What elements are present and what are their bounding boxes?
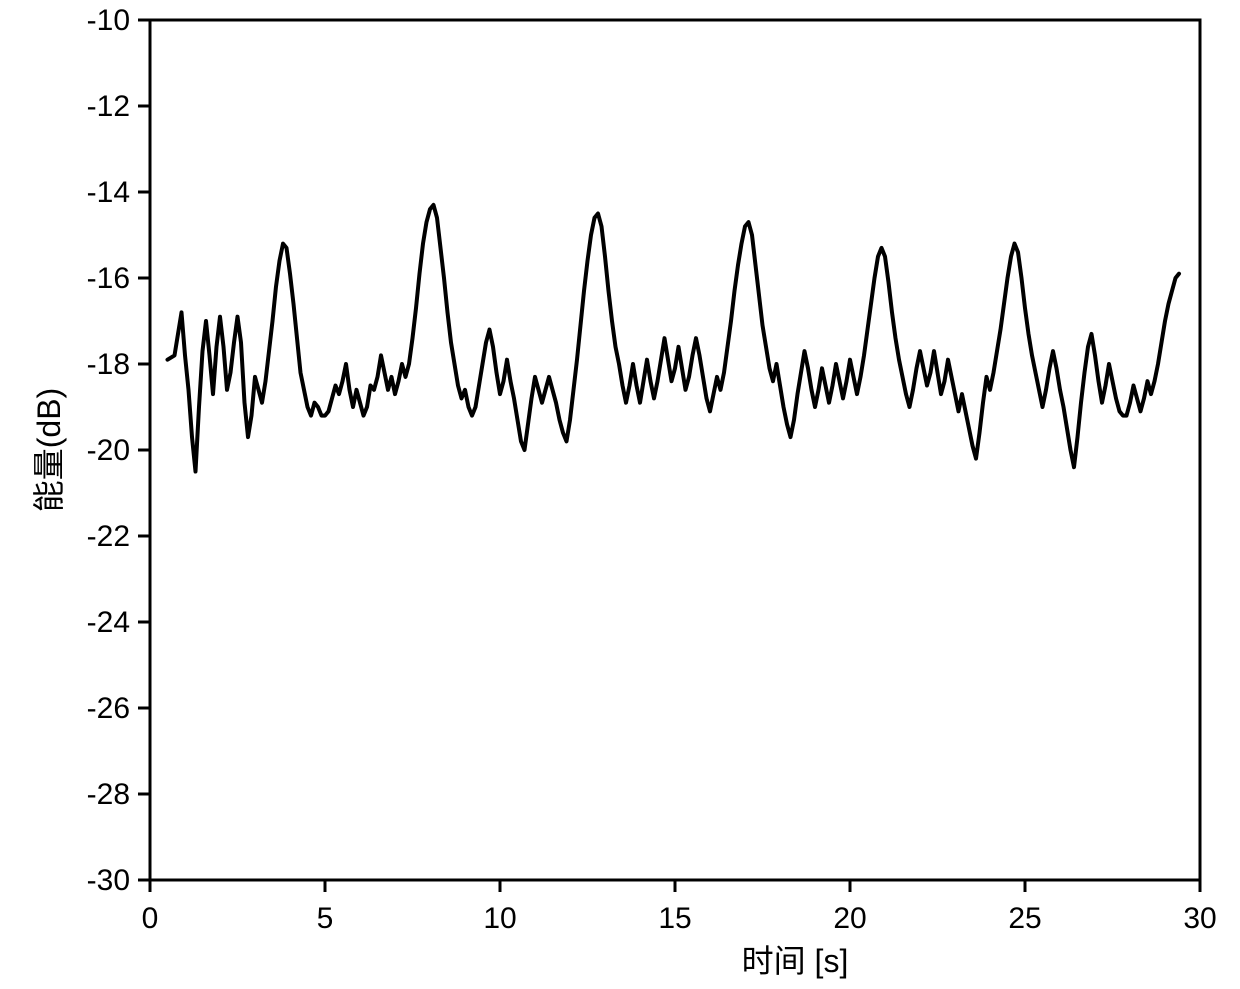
y-tick-label: -26 bbox=[87, 692, 130, 725]
y-tick-label: -22 bbox=[87, 520, 130, 553]
y-tick-label: -20 bbox=[87, 434, 130, 467]
x-tick-label: 0 bbox=[142, 902, 159, 935]
x-tick-label: 25 bbox=[1008, 902, 1041, 935]
y-tick-label: -14 bbox=[87, 176, 130, 209]
y-tick-label: -10 bbox=[87, 4, 130, 37]
y-tick-label: -28 bbox=[87, 778, 130, 811]
x-tick-label: 15 bbox=[658, 902, 691, 935]
x-axis-label: 时间 [s] bbox=[742, 943, 849, 979]
x-tick-label: 5 bbox=[317, 902, 334, 935]
y-axis-label: 能量(dB) bbox=[31, 388, 67, 512]
y-tick-label: -30 bbox=[87, 864, 130, 897]
chart-container: 0 5 10 15 20 25 30 -30 -28 -26 -24 -22 -20 -18 -16 -14 -… bbox=[0, 0, 1240, 989]
y-tick-label: -16 bbox=[87, 262, 130, 295]
x-tick-label: 10 bbox=[483, 902, 516, 935]
energy-time-chart: 0 5 10 15 20 25 30 -30 -28 -26 -24 -22 -20 -18 -16 -14 -… bbox=[0, 0, 1240, 989]
x-tick-label: 20 bbox=[833, 902, 866, 935]
energy-series-line bbox=[168, 205, 1180, 472]
plot-frame bbox=[150, 20, 1200, 880]
y-tick-label: -18 bbox=[87, 348, 130, 381]
x-tick-label: 30 bbox=[1183, 902, 1216, 935]
y-tick-label: -12 bbox=[87, 90, 130, 123]
y-tick-label: -24 bbox=[87, 606, 130, 639]
